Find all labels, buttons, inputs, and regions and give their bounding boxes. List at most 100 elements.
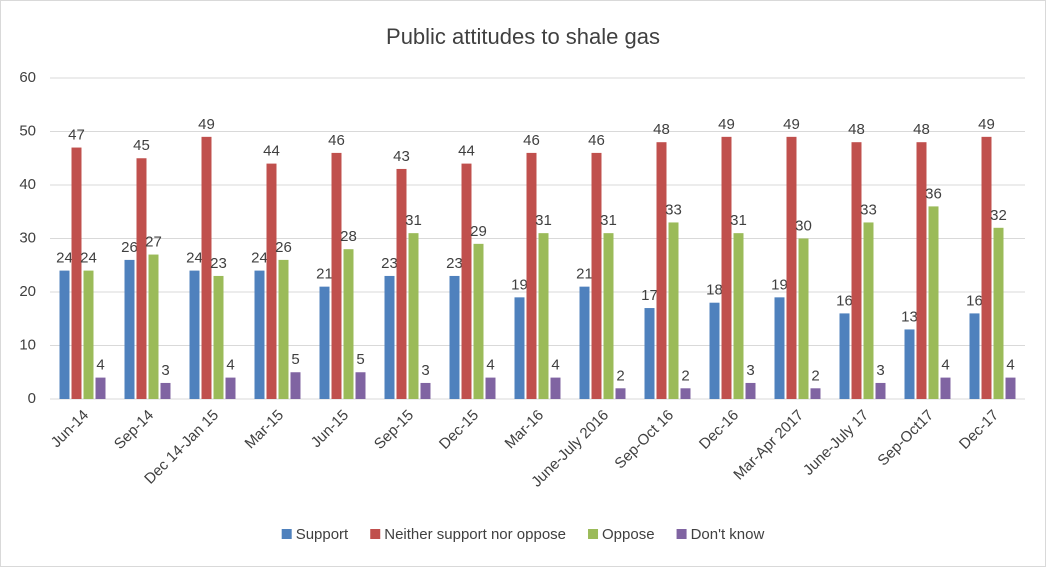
bar bbox=[969, 313, 980, 399]
bar bbox=[1005, 377, 1016, 399]
bar bbox=[839, 313, 850, 399]
legend-swatch bbox=[676, 529, 687, 539]
data-label: 24 bbox=[80, 250, 97, 267]
data-label: 3 bbox=[876, 362, 884, 379]
data-label: 44 bbox=[263, 143, 280, 160]
data-label: 17 bbox=[641, 287, 658, 304]
data-label: 5 bbox=[291, 351, 299, 368]
bar bbox=[981, 136, 992, 399]
data-label: 24 bbox=[251, 250, 268, 267]
data-label: 46 bbox=[588, 132, 605, 149]
data-label: 44 bbox=[458, 143, 475, 160]
bar bbox=[916, 142, 927, 399]
bar bbox=[290, 372, 301, 399]
data-label: 23 bbox=[210, 255, 227, 272]
bar bbox=[59, 270, 70, 399]
data-label: 31 bbox=[600, 212, 617, 229]
data-label: 3 bbox=[161, 362, 169, 379]
bar bbox=[680, 388, 691, 399]
bar bbox=[355, 372, 366, 399]
data-label: 45 bbox=[133, 137, 150, 154]
data-label: 36 bbox=[925, 185, 942, 202]
data-label: 4 bbox=[226, 357, 234, 374]
bar bbox=[810, 388, 821, 399]
bar bbox=[644, 308, 655, 399]
data-label: 31 bbox=[535, 212, 552, 229]
bar bbox=[721, 136, 732, 399]
bar bbox=[709, 302, 720, 399]
bar bbox=[396, 168, 407, 399]
bar bbox=[384, 275, 395, 399]
data-label: 3 bbox=[746, 362, 754, 379]
y-tick-label: 40 bbox=[19, 176, 36, 193]
bar bbox=[851, 142, 862, 399]
bar bbox=[189, 270, 200, 399]
data-label: 4 bbox=[1006, 357, 1014, 374]
y-tick-label: 50 bbox=[19, 122, 36, 139]
data-label: 48 bbox=[653, 121, 670, 138]
bar bbox=[993, 227, 1004, 399]
data-label: 18 bbox=[706, 282, 723, 299]
bar bbox=[124, 259, 135, 399]
data-label: 21 bbox=[576, 266, 593, 283]
bar bbox=[904, 329, 915, 399]
bar bbox=[940, 377, 951, 399]
bar bbox=[745, 382, 756, 399]
y-tick-label: 60 bbox=[19, 69, 36, 86]
data-label: 4 bbox=[486, 357, 494, 374]
bar bbox=[461, 163, 472, 399]
data-label: 21 bbox=[316, 266, 333, 283]
data-label: 4 bbox=[941, 357, 949, 374]
bar bbox=[331, 152, 342, 399]
bar bbox=[591, 152, 602, 399]
data-label: 47 bbox=[68, 127, 85, 144]
bar bbox=[875, 382, 886, 399]
data-label: 33 bbox=[665, 201, 682, 218]
data-label: 30 bbox=[795, 217, 812, 234]
data-label: 23 bbox=[381, 255, 398, 272]
bar bbox=[733, 233, 744, 399]
bar bbox=[668, 222, 679, 399]
bar bbox=[254, 270, 265, 399]
bar bbox=[473, 243, 484, 399]
bar bbox=[148, 254, 159, 399]
data-label: 2 bbox=[616, 367, 624, 384]
legend-swatch bbox=[370, 529, 381, 539]
legend-label: Oppose bbox=[602, 526, 655, 543]
bar bbox=[526, 152, 537, 399]
data-label: 2 bbox=[681, 367, 689, 384]
data-label: 26 bbox=[121, 239, 138, 256]
bar bbox=[213, 275, 224, 399]
chart-title: Public attitudes to shale gas bbox=[386, 24, 660, 49]
bar bbox=[420, 382, 431, 399]
bar bbox=[95, 377, 106, 399]
data-label: 48 bbox=[848, 121, 865, 138]
legend-swatch bbox=[588, 529, 599, 539]
bar bbox=[928, 206, 939, 399]
data-label: 46 bbox=[328, 132, 345, 149]
bar bbox=[786, 136, 797, 399]
data-label: 19 bbox=[771, 276, 788, 293]
data-label: 2 bbox=[811, 367, 819, 384]
bar bbox=[579, 286, 590, 399]
data-label: 5 bbox=[356, 351, 364, 368]
data-label: 29 bbox=[470, 223, 487, 240]
bar bbox=[485, 377, 496, 399]
data-label: 48 bbox=[913, 121, 930, 138]
data-label: 24 bbox=[56, 250, 73, 267]
data-label: 33 bbox=[860, 201, 877, 218]
bar bbox=[656, 142, 667, 399]
data-label: 49 bbox=[718, 116, 735, 133]
data-label: 49 bbox=[978, 116, 995, 133]
data-label: 13 bbox=[901, 308, 918, 325]
data-label: 27 bbox=[145, 234, 162, 251]
legend-label: Don't know bbox=[691, 526, 765, 543]
bar bbox=[71, 147, 82, 399]
data-label: 23 bbox=[446, 255, 463, 272]
bar bbox=[615, 388, 626, 399]
bar bbox=[136, 158, 147, 399]
bar bbox=[550, 377, 561, 399]
data-label: 31 bbox=[730, 212, 747, 229]
bar bbox=[774, 297, 785, 399]
